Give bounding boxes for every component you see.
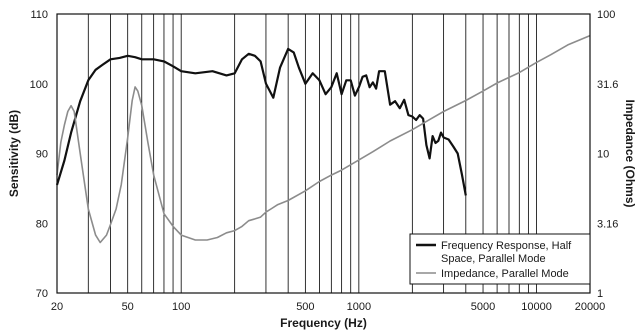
x-tick-label: 20000 — [575, 301, 606, 313]
legend-label-frequency-response: Frequency Response, Half Space, Parallel … — [441, 240, 572, 265]
x-tick-label: 50 — [122, 301, 134, 313]
x-tick-label: 100 — [172, 301, 190, 313]
y-right-tick-label: 1 — [597, 288, 603, 300]
legend-box — [409, 233, 591, 285]
y-right-tick-label: 3.16 — [597, 218, 618, 230]
x-tick-label: 20 — [51, 301, 63, 313]
legend-label-impedance: Impedance, Parallel Mode — [441, 268, 569, 280]
x-tick-label: 5000 — [471, 301, 495, 313]
y-right-axis-title: Impedance (Ohms) — [623, 99, 635, 207]
y-left-tick-label: 100 — [30, 79, 48, 91]
ticks-layer: 20 50 100 500 1000 5000 10000 20000708090100110… — [30, 9, 619, 313]
y-left-tick-label: 80 — [36, 218, 48, 230]
y-right-tick-label: 100 — [597, 9, 615, 21]
y-left-tick-label: 70 — [36, 288, 48, 300]
x-tick-label: 500 — [296, 301, 314, 313]
x-axis-title: Frequency (Hz) — [280, 316, 367, 330]
y-right-tick-label: 10 — [597, 149, 609, 161]
y-left-tick-label: 110 — [30, 9, 48, 21]
plot-frame — [56, 13, 591, 294]
series-layer — [55, 34, 591, 244]
series-line-frequency-response — [55, 47, 467, 196]
x-tick-label: 10000 — [521, 301, 552, 313]
y-left-axis-title: Sensitivity (dB) — [7, 110, 21, 197]
series-line-impedance — [56, 34, 591, 244]
legend: Frequency Response, Half Space, Parallel … — [409, 233, 591, 285]
y-right-tick-label: 31.6 — [597, 79, 618, 91]
y-left-tick-label: 90 — [36, 149, 48, 161]
x-tick-label: 1000 — [347, 301, 371, 313]
